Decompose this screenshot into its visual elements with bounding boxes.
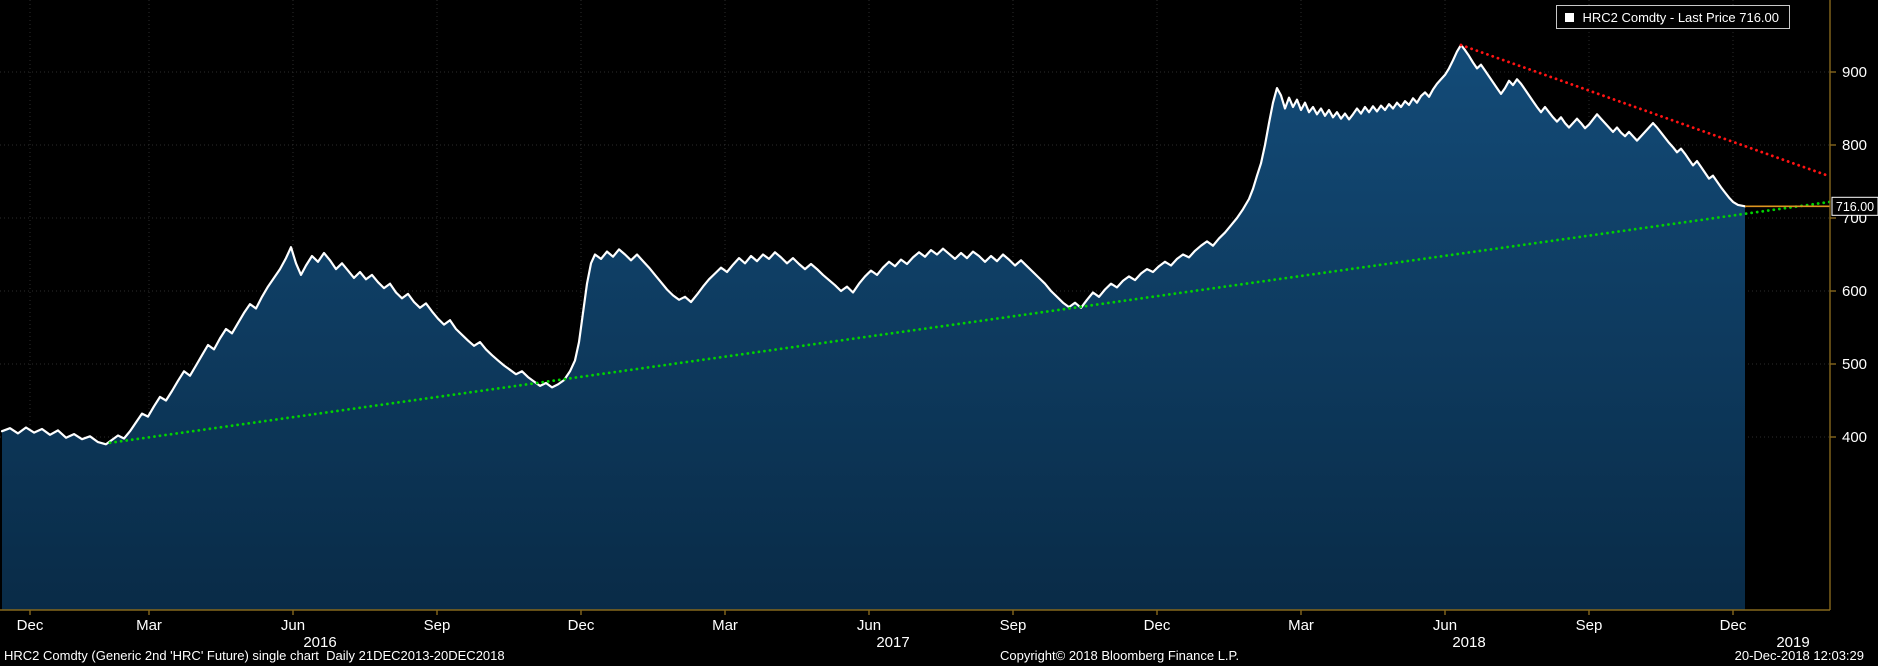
x-axis-month-label: Jun — [857, 617, 881, 634]
price-line — [0, 43, 1747, 446]
legend-label: HRC2 Comdty - Last Price 716.00 — [1582, 9, 1779, 25]
price-area-fill — [2, 45, 1745, 610]
x-axis-labels: Dec Mar Jun Sep Dec Mar Jun Sep Dec Mar Jun Sep Dec 2… — [17, 610, 1810, 651]
x-axis-month-label: Dec — [568, 617, 595, 634]
x-axis-month-label: Sep — [1576, 617, 1603, 634]
rising-support-trendline — [108, 200, 1832, 445]
x-axis-month-label: Mar — [136, 617, 162, 634]
x-axis-month-label: Sep — [424, 617, 451, 634]
x-axis-month-label: Mar — [1288, 617, 1314, 634]
falling-resistance-trendline — [1459, 43, 1832, 178]
timestamp: 20-Dec-2018 12:03:29 — [1734, 648, 1864, 663]
x-axis-year-label: 2016 — [303, 634, 336, 651]
y-axis-label: 500 — [1842, 356, 1867, 373]
x-axis-month-label: Sep — [1000, 617, 1027, 634]
x-axis-month-label: Mar — [712, 617, 738, 634]
y-axis-label: 900 — [1842, 64, 1867, 81]
chart-description: HRC2 Comdty (Generic 2nd 'HRC' Future) s… — [4, 648, 505, 663]
x-axis-month-label: Dec — [1720, 617, 1747, 634]
last-price-tag-box — [1831, 196, 1878, 216]
chart-legend[interactable]: HRC2 Comdty - Last Price 716.00 — [1556, 5, 1790, 29]
x-axis-month-label: Dec — [1144, 617, 1171, 634]
legend-series-marker-icon — [1565, 12, 1575, 22]
y-axis-label: 400 — [1842, 429, 1867, 446]
x-axis-year-label: 2018 — [1452, 634, 1485, 651]
last-price-tag: 716.00 — [1831, 196, 1878, 216]
y-axis-label: 600 — [1842, 283, 1867, 300]
copyright-text: Copyright© 2018 Bloomberg Finance L.P. — [1000, 648, 1240, 663]
x-axis-year-label: 2017 — [876, 634, 909, 651]
last-price-tag-label: 716.00 — [1836, 200, 1874, 214]
x-axis-month-label: Jun — [1433, 617, 1457, 634]
x-axis-month-label: Dec — [17, 617, 44, 634]
x-axis-year-label: 2019 — [1776, 634, 1809, 651]
y-axis-label: 800 — [1842, 137, 1867, 154]
x-axis-month-label: Jun — [281, 617, 305, 634]
